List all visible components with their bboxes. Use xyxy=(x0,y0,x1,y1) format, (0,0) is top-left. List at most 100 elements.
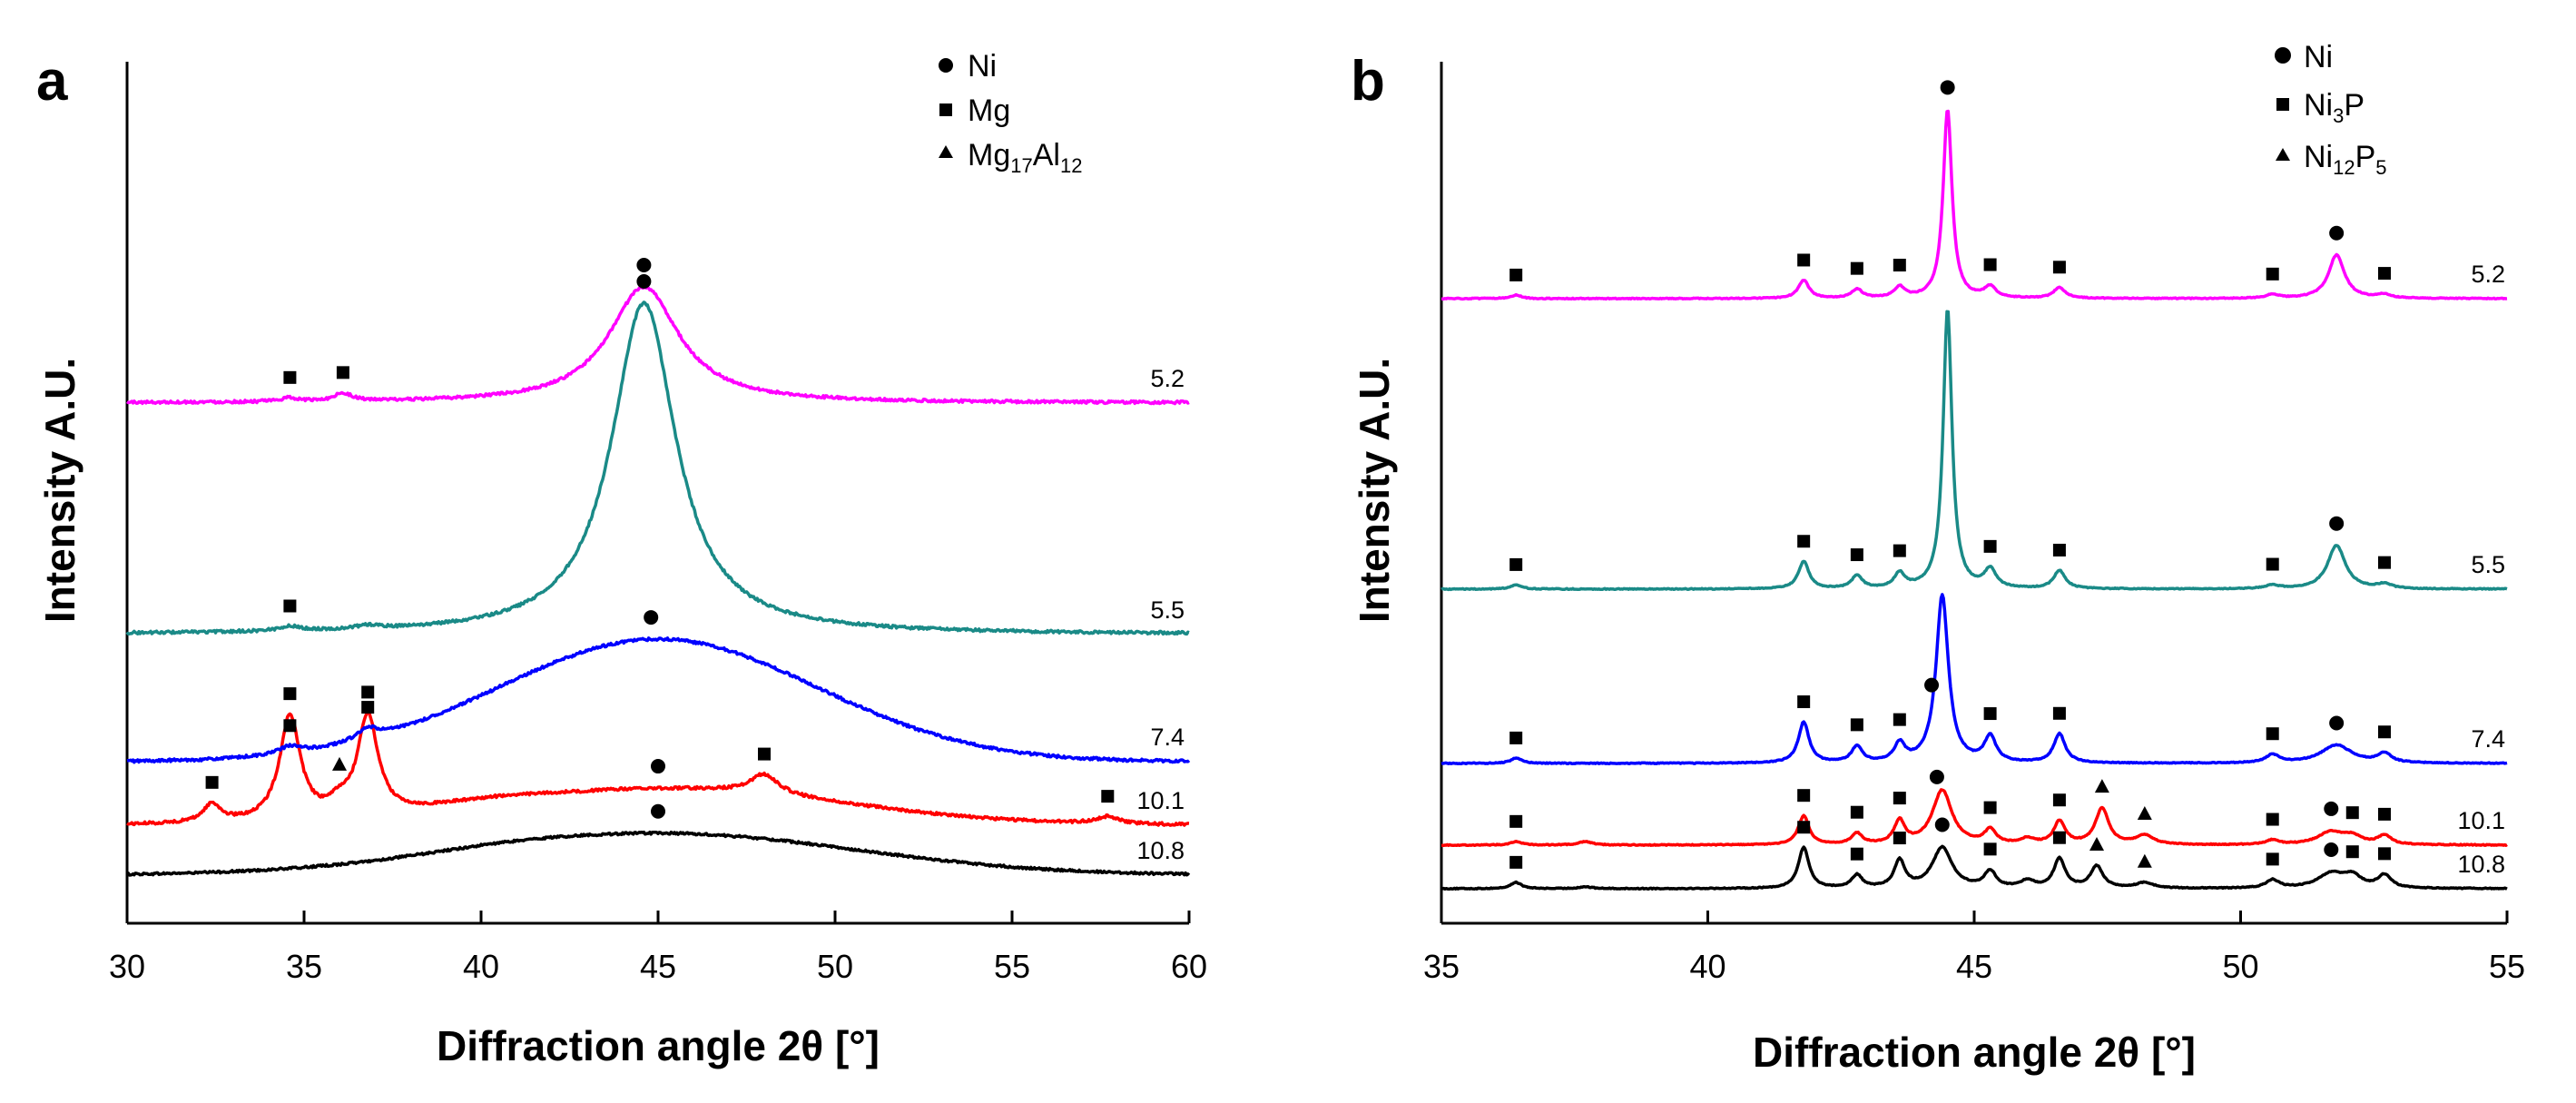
panel-a-label-10-8: 10.8 xyxy=(1136,837,1185,864)
panel-a-marker-5-2-0 xyxy=(283,370,297,384)
legend-a-ni-label: Ni xyxy=(968,49,997,84)
panel-b-marker-10-1-8 xyxy=(2137,806,2152,821)
panel-b-marker-10-1-6 xyxy=(2052,793,2066,807)
panel-b-tick-label-40: 40 xyxy=(1689,948,1726,985)
panel-b-marker-5-5-7 xyxy=(2329,516,2345,531)
panel-a-x-ticks: 30 35 40 45 50 55 60 xyxy=(109,911,1207,985)
panel-a-chart: a 30 35 40 45 50 55 60 10.8 10.1 7.4 5.5 5.2 Ni Mg… xyxy=(36,49,1207,1069)
legend-a-mg-label: Mg xyxy=(968,94,1010,128)
panel-b-marker-5-5-8 xyxy=(2377,556,2391,569)
panel-b-marker-5-2-5 xyxy=(1983,258,1997,271)
panel-b-marker-5-5-4 xyxy=(1983,539,1997,553)
panel-b-marker-5-2-4 xyxy=(1940,80,1955,95)
panel-b-marker-7-4-9 xyxy=(2377,725,2391,739)
panel-a-marker-7-4-1 xyxy=(361,701,375,714)
panel-a-series-5-5 xyxy=(125,300,1190,636)
panel-a-series-7-4 xyxy=(126,636,1191,764)
panel-a-peak-markers xyxy=(205,257,1115,819)
panel-b-marker-5-2-6 xyxy=(2052,261,2066,274)
panel-a-marker-5-5-1 xyxy=(636,273,652,289)
panel-b-marker-5-5-3 xyxy=(1893,544,1906,557)
panel-b-marker-5-2-9 xyxy=(2377,267,2391,281)
panel-b-marker-10-1-12 xyxy=(2377,807,2391,821)
panel-b-xlabel: Diffraction angle 2θ [°] xyxy=(1753,1029,2196,1076)
panel-b-marker-10-8-2 xyxy=(1850,847,1863,861)
panel-b-marker-10-8-11 xyxy=(2345,845,2359,859)
panel-b-marker-10-1-7 xyxy=(2094,779,2109,793)
panel-a-marker-10-1-4 xyxy=(651,759,665,774)
panel-a-tick-label-45: 45 xyxy=(640,948,676,985)
panel-a-series-10-8 xyxy=(126,830,1191,877)
panel-a-marker-10-1-3 xyxy=(361,685,375,699)
panel-a-series-labels: 10.8 10.1 7.4 5.5 5.2 xyxy=(1136,365,1185,864)
panel-a-marker-7-4-0 xyxy=(283,719,297,733)
panel-a-tick-label-30: 30 xyxy=(109,948,145,985)
panel-b-marker-10-8-6 xyxy=(2052,831,2066,844)
panel-b-tick-label-35: 35 xyxy=(1423,948,1460,985)
panel-b-marker-7-4-3 xyxy=(1893,713,1906,726)
panel-b-marker-5-2-0 xyxy=(1509,268,1523,281)
panel-b-label-5-2: 5.2 xyxy=(2471,261,2505,288)
panel-b-marker-10-1-10 xyxy=(2324,801,2339,816)
panel-b-tick-label-50: 50 xyxy=(2222,948,2258,985)
panel-b-marker-10-1-11 xyxy=(2345,806,2359,820)
panel-a-marker-5-5-0 xyxy=(283,599,297,613)
panel-b-label-10-1: 10.1 xyxy=(2457,807,2505,834)
panel-a-series-5-2 xyxy=(126,284,1190,406)
legend-b-circle-marker xyxy=(2275,47,2291,64)
panel-b-marker-7-4-6 xyxy=(2052,706,2066,720)
panel-a-label-5-5: 5.5 xyxy=(1150,596,1185,624)
panel-b-chart: b 35 40 45 50 55 10.8 10.1 7.4 5.5 5.2 Ni Ni3P N… xyxy=(1351,40,2525,1076)
panel-b-marker-5-2-7 xyxy=(2266,267,2279,281)
panel-b-marker-5-5-1 xyxy=(1797,535,1811,548)
legend-a-triangle-marker xyxy=(939,145,953,158)
panel-a-letter: a xyxy=(36,50,68,113)
panel-b-marker-7-4-0 xyxy=(1509,731,1523,744)
panel-a-marker-7-4-2 xyxy=(644,610,659,625)
panel-a-tick-label-40: 40 xyxy=(463,948,499,985)
panel-a-tick-label-60: 60 xyxy=(1171,948,1207,985)
legend-b-ni3p-label: Ni3P xyxy=(2304,88,2365,127)
panel-a-legend: Ni Mg Mg17Al12 xyxy=(939,49,1082,177)
panel-b-marker-10-8-8 xyxy=(2137,853,2152,868)
panel-b-marker-5-5-6 xyxy=(2266,557,2279,571)
panel-b-marker-10-8-10 xyxy=(2324,842,2339,857)
panel-b-marker-10-8-1 xyxy=(1797,821,1811,834)
panel-b-marker-7-4-8 xyxy=(2329,715,2345,731)
panel-b-legend: Ni Ni3P Ni12P5 xyxy=(2275,40,2387,179)
panel-b-marker-7-4-4 xyxy=(1924,677,1940,693)
panel-a-marker-10-1-5 xyxy=(758,747,771,761)
panel-b-marker-7-4-1 xyxy=(1797,695,1811,709)
panel-b-series-7-4 xyxy=(1440,593,2508,766)
panel-b-marker-10-1-2 xyxy=(1850,805,1863,819)
panel-a-label-10-1: 10.1 xyxy=(1136,787,1185,814)
panel-b-label-7-4: 7.4 xyxy=(2471,725,2505,753)
panel-b-marker-10-8-0 xyxy=(1509,855,1523,869)
panel-b-marker-10-1-1 xyxy=(1797,789,1811,803)
panel-b-marker-10-8-7 xyxy=(2089,837,2105,852)
panel-b-series-5-2 xyxy=(1440,109,2508,301)
panel-a-marker-10-1-2 xyxy=(332,756,347,771)
panel-b-marker-5-2-8 xyxy=(2329,225,2345,241)
panel-b-peak-markers xyxy=(1509,80,2391,869)
panel-b-marker-10-1-3 xyxy=(1893,792,1906,805)
panel-a-xlabel: Diffraction angle 2θ [°] xyxy=(437,1022,880,1069)
panel-a-marker-5-2-2 xyxy=(636,257,652,272)
panel-b-label-5-5: 5.5 xyxy=(2471,551,2505,578)
panel-a-label-7-4: 7.4 xyxy=(1150,724,1185,751)
panel-b-series-labels: 10.8 10.1 7.4 5.5 5.2 xyxy=(2457,261,2505,878)
panel-b-marker-10-1-5 xyxy=(1983,801,1997,814)
panel-b-marker-5-5-2 xyxy=(1850,548,1863,562)
panel-a-tick-label-50: 50 xyxy=(817,948,853,985)
legend-a-square-marker xyxy=(939,103,952,116)
panel-a-marker-10-1-0 xyxy=(205,775,219,789)
legend-a-circle-marker xyxy=(939,58,953,73)
legend-b-square-marker xyxy=(2276,98,2289,111)
panel-b-marker-10-8-9 xyxy=(2266,852,2279,866)
panel-b-marker-7-4-7 xyxy=(2266,727,2279,741)
panel-a-label-5-2: 5.2 xyxy=(1150,365,1185,392)
panel-a-series xyxy=(125,284,1191,877)
panel-b-marker-10-1-0 xyxy=(1509,814,1523,828)
panel-b-marker-5-5-0 xyxy=(1509,557,1523,571)
